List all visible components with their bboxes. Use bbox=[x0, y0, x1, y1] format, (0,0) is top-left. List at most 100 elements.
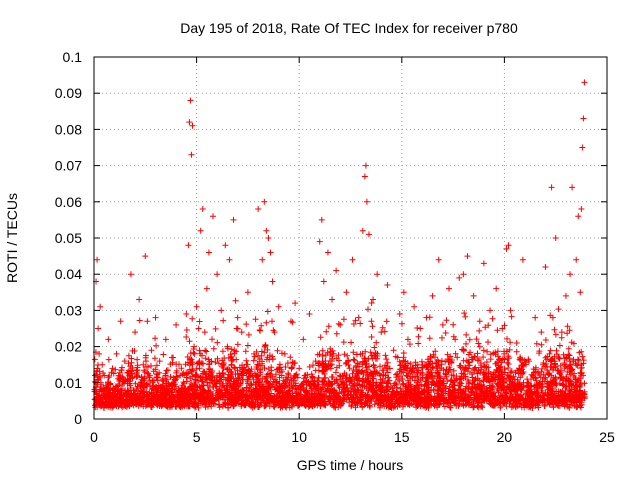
y-axis-label: ROTI / TECUs bbox=[4, 193, 20, 283]
data-point bbox=[324, 249, 331, 256]
data-point bbox=[329, 296, 336, 303]
data-point bbox=[189, 122, 196, 129]
data-point bbox=[429, 292, 436, 299]
data-point bbox=[173, 321, 180, 328]
data-point bbox=[267, 249, 274, 256]
data-point bbox=[214, 271, 221, 278]
data-point bbox=[251, 350, 258, 357]
data-point bbox=[132, 329, 139, 336]
data-point bbox=[162, 336, 169, 343]
data-point bbox=[390, 347, 397, 354]
data-point bbox=[127, 271, 134, 278]
data-point bbox=[365, 231, 372, 238]
y-tick-label: 0.04 bbox=[55, 266, 82, 282]
data-point bbox=[464, 253, 471, 260]
data-point bbox=[579, 144, 586, 151]
data-point bbox=[318, 216, 325, 223]
data-point bbox=[292, 300, 299, 307]
data-point bbox=[452, 336, 459, 343]
data-point bbox=[244, 289, 251, 296]
data-point bbox=[532, 314, 539, 321]
data-point bbox=[224, 343, 231, 350]
data-point bbox=[201, 329, 208, 336]
data-point bbox=[203, 285, 210, 292]
data-point bbox=[513, 339, 520, 346]
data-point bbox=[456, 274, 463, 281]
chart-title: Day 195 of 2018, Rate Of TEC Index for r… bbox=[180, 20, 518, 36]
data-point bbox=[222, 242, 229, 249]
data-point bbox=[573, 256, 580, 263]
data-point bbox=[355, 314, 362, 321]
data-point bbox=[186, 119, 193, 126]
data-point bbox=[275, 303, 282, 310]
x-tick-label: 0 bbox=[90, 429, 98, 445]
data-point bbox=[499, 325, 506, 332]
data-point bbox=[101, 372, 108, 379]
data-point bbox=[99, 361, 106, 368]
data-point bbox=[113, 350, 120, 357]
data-point bbox=[92, 372, 99, 379]
x-tick-label: 20 bbox=[497, 429, 513, 445]
data-point bbox=[156, 358, 163, 365]
data-point bbox=[205, 249, 212, 256]
data-point bbox=[404, 336, 411, 343]
data-point bbox=[552, 235, 559, 241]
data-point bbox=[95, 325, 102, 332]
data-point bbox=[109, 365, 116, 372]
data-point bbox=[505, 242, 512, 249]
x-tick-label: 15 bbox=[394, 429, 410, 445]
data-point bbox=[152, 314, 159, 321]
data-point bbox=[359, 227, 366, 234]
data-point bbox=[183, 311, 190, 318]
data-point bbox=[96, 350, 103, 357]
data-point bbox=[261, 198, 268, 205]
data-point bbox=[435, 256, 442, 263]
data-point bbox=[470, 292, 477, 299]
data-point bbox=[148, 347, 155, 354]
data-point bbox=[197, 227, 204, 234]
data-point bbox=[281, 350, 288, 357]
data-point bbox=[94, 256, 101, 263]
y-tick-labels: 0 0.01 0.02 0.03 0.04 0.05 0.06 0.07 0.08 0.09 0.1 bbox=[55, 49, 82, 427]
y-tick-label: 0.08 bbox=[55, 121, 82, 137]
data-point bbox=[230, 216, 237, 223]
data-point bbox=[460, 271, 467, 278]
data-point bbox=[263, 227, 270, 234]
data-point bbox=[188, 151, 195, 158]
data-point bbox=[287, 318, 294, 325]
y-tick-label: 0.03 bbox=[55, 302, 82, 318]
data-point bbox=[374, 271, 381, 278]
data-point bbox=[199, 206, 206, 213]
data-point bbox=[526, 358, 533, 365]
data-point bbox=[400, 289, 407, 296]
data-point bbox=[177, 372, 184, 379]
data-point bbox=[562, 292, 569, 299]
data-point bbox=[578, 206, 585, 213]
data-point bbox=[140, 361, 147, 368]
dense-point-cloud bbox=[91, 297, 588, 411]
data-point bbox=[316, 238, 323, 245]
y-tick-label: 0.06 bbox=[55, 194, 82, 210]
data-point bbox=[575, 213, 582, 220]
tick-marks bbox=[93, 56, 608, 420]
data-point bbox=[577, 289, 584, 296]
y-tick-label: 0.1 bbox=[63, 49, 83, 65]
data-point bbox=[218, 307, 225, 314]
data-point bbox=[378, 329, 385, 336]
y-tick-label: 0.07 bbox=[55, 158, 82, 174]
data-point bbox=[503, 245, 510, 252]
data-point bbox=[423, 314, 430, 321]
data-point bbox=[493, 285, 500, 292]
data-point bbox=[542, 263, 549, 270]
y-tick-label: 0.05 bbox=[55, 230, 82, 246]
data-point bbox=[296, 365, 303, 372]
data-point bbox=[193, 303, 200, 310]
data-point bbox=[349, 256, 356, 263]
data-point bbox=[136, 296, 143, 303]
grid-lines bbox=[94, 57, 607, 419]
data-point bbox=[187, 97, 194, 104]
data-point bbox=[445, 285, 452, 292]
data-point bbox=[439, 321, 446, 328]
data-point bbox=[265, 235, 272, 241]
